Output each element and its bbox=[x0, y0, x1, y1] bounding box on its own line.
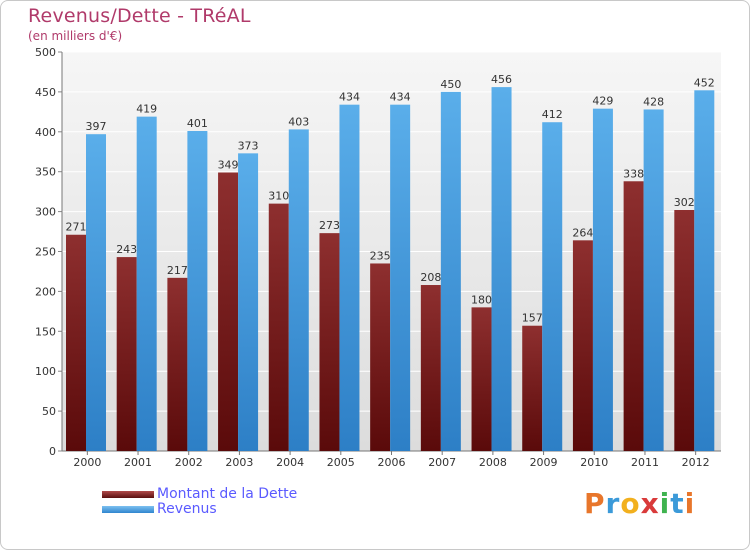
bar-revenus bbox=[542, 122, 563, 451]
bar-dette bbox=[370, 263, 391, 451]
x-tick-label: 2005 bbox=[327, 456, 355, 469]
bar-dette bbox=[674, 210, 695, 451]
bar-dette bbox=[116, 257, 137, 451]
x-tick-label: 2011 bbox=[631, 456, 659, 469]
y-tick-label: 350 bbox=[35, 166, 56, 179]
bar-revenus bbox=[136, 116, 157, 451]
bar-dette bbox=[66, 234, 86, 451]
x-tick-label: 2012 bbox=[682, 456, 710, 469]
logo-letter: r bbox=[605, 487, 621, 520]
y-tick-label: 100 bbox=[35, 365, 56, 378]
x-tick-label: 2003 bbox=[225, 456, 253, 469]
data-label-revenus: 434 bbox=[390, 91, 411, 104]
data-label-revenus: 412 bbox=[542, 108, 563, 121]
legend-label-revenus: Revenus bbox=[157, 501, 217, 517]
data-label-dette: 235 bbox=[370, 249, 391, 262]
data-label-dette: 271 bbox=[66, 221, 87, 234]
data-label-dette: 157 bbox=[522, 312, 543, 325]
bar-dette bbox=[471, 307, 492, 451]
chart-title: Revenus/Dette - TRéAL bbox=[28, 5, 251, 27]
y-tick-label: 450 bbox=[35, 86, 56, 99]
x-tick-label: 2004 bbox=[276, 456, 304, 469]
data-label-dette: 349 bbox=[218, 158, 239, 171]
y-tick-label: 50 bbox=[42, 405, 56, 418]
bar-revenus bbox=[238, 153, 259, 451]
data-label-revenus: 397 bbox=[86, 120, 107, 133]
logo-letter: i bbox=[684, 487, 696, 520]
bar-revenus bbox=[491, 87, 512, 451]
bar-dette bbox=[218, 172, 239, 452]
x-tick-label: 2010 bbox=[580, 456, 608, 469]
logo-letter: o bbox=[620, 487, 641, 520]
bar-revenus bbox=[339, 104, 360, 451]
x-tick-label: 2007 bbox=[428, 456, 456, 469]
y-tick-label: 500 bbox=[35, 46, 56, 59]
logo-letter: P bbox=[584, 487, 606, 520]
data-label-dette: 302 bbox=[674, 196, 695, 209]
bar-revenus bbox=[390, 104, 411, 451]
data-label-dette: 338 bbox=[623, 167, 644, 180]
data-label-revenus: 429 bbox=[592, 95, 613, 108]
bar-revenus bbox=[694, 90, 715, 451]
legend-swatch-dette bbox=[102, 491, 154, 498]
chart-subtitle: (en milliers d'€) bbox=[28, 29, 123, 43]
bar-revenus bbox=[86, 134, 106, 451]
y-tick-label: 200 bbox=[35, 285, 56, 298]
data-label-dette: 243 bbox=[116, 243, 137, 256]
bar-revenus bbox=[592, 108, 613, 452]
data-label-revenus: 452 bbox=[694, 76, 715, 89]
bar-dette bbox=[268, 203, 289, 451]
bar-dette bbox=[420, 285, 441, 451]
x-tick-label: 2006 bbox=[378, 456, 406, 469]
data-label-dette: 208 bbox=[420, 271, 441, 284]
data-label-dette: 310 bbox=[268, 190, 289, 203]
data-label-revenus: 419 bbox=[136, 103, 157, 116]
logo-letter: i bbox=[659, 487, 671, 520]
bar-revenus bbox=[440, 91, 461, 452]
x-tick-label: 2002 bbox=[175, 456, 203, 469]
bar-dette bbox=[167, 277, 188, 451]
x-tick-label: 2008 bbox=[479, 456, 507, 469]
data-label-revenus: 434 bbox=[339, 91, 360, 104]
x-tick-label: 2009 bbox=[530, 456, 558, 469]
bar-revenus bbox=[643, 109, 664, 452]
data-label-revenus: 373 bbox=[238, 139, 259, 152]
data-label-revenus: 401 bbox=[187, 117, 208, 130]
logo-letter: t bbox=[670, 487, 685, 520]
data-label-dette: 273 bbox=[319, 219, 340, 232]
y-tick-label: 250 bbox=[35, 246, 56, 259]
proxiti-logo: Proxiti bbox=[584, 487, 695, 520]
data-label-revenus: 403 bbox=[288, 115, 309, 128]
data-label-dette: 217 bbox=[167, 264, 188, 277]
logo-letter: x bbox=[640, 487, 660, 520]
y-tick-label: 150 bbox=[35, 325, 56, 338]
bar-dette bbox=[319, 233, 340, 451]
data-label-revenus: 428 bbox=[643, 95, 664, 108]
bar-revenus bbox=[187, 131, 208, 451]
legend-label-dette: Montant de la Dette bbox=[157, 486, 298, 502]
x-tick-label: 2001 bbox=[124, 456, 152, 469]
bar-dette bbox=[623, 181, 644, 451]
legend-swatch-revenus bbox=[102, 506, 154, 513]
bar-dette bbox=[522, 325, 543, 451]
bar-revenus bbox=[288, 129, 309, 451]
data-label-revenus: 456 bbox=[491, 73, 512, 86]
y-tick-label: 400 bbox=[35, 126, 56, 139]
data-label-dette: 264 bbox=[572, 226, 593, 239]
data-label-revenus: 450 bbox=[440, 78, 461, 91]
data-label-dette: 180 bbox=[471, 293, 492, 306]
y-tick-label: 300 bbox=[35, 206, 56, 219]
bar-dette bbox=[572, 240, 593, 451]
y-tick-label: 0 bbox=[49, 445, 56, 458]
x-tick-label: 2000 bbox=[73, 456, 101, 469]
